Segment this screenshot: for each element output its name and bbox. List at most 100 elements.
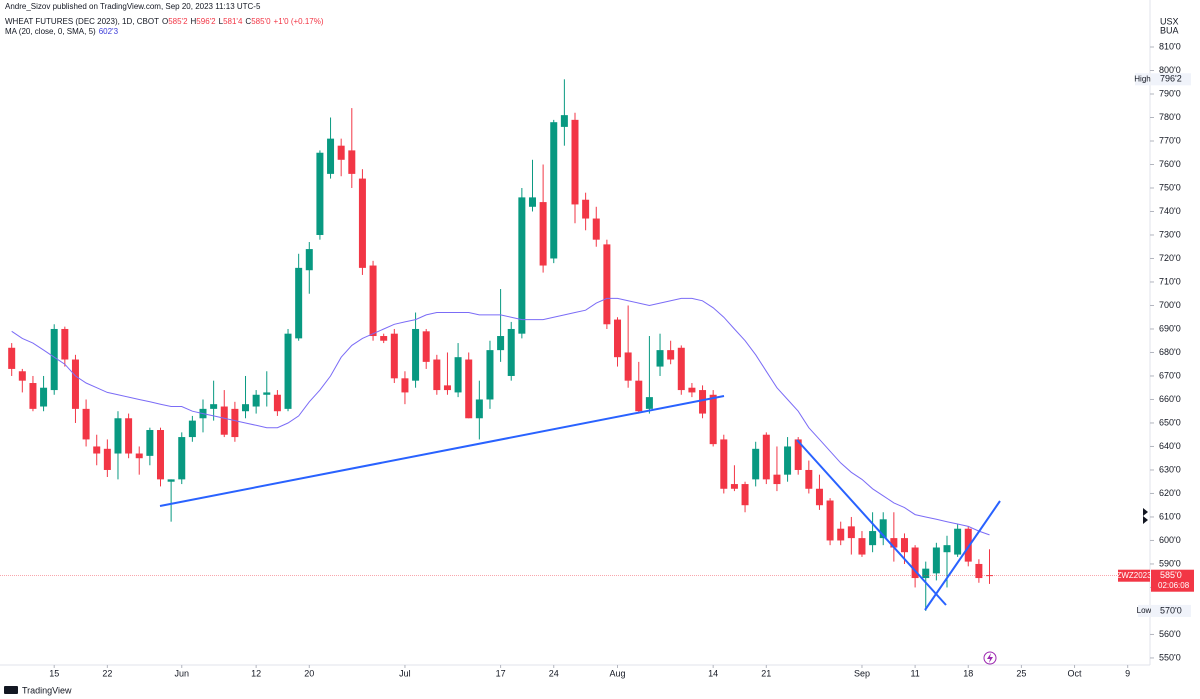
marker-tag	[1135, 73, 1150, 86]
candle-body	[8, 347, 16, 369]
candle-body	[528, 197, 536, 207]
candle-body	[815, 488, 823, 506]
candle-body	[709, 394, 717, 445]
candle-body	[167, 479, 175, 482]
field-key: L	[218, 17, 224, 26]
candle-body	[125, 418, 133, 454]
candle-body	[390, 333, 398, 379]
y-tick-label: 790'0	[1159, 88, 1181, 98]
candle-body	[784, 446, 792, 475]
arrow-marker	[1143, 508, 1148, 516]
x-tick-label: 12	[251, 668, 261, 678]
brand: TradingView	[4, 685, 72, 695]
marker-price: 570'0	[1160, 605, 1182, 615]
candle-body	[720, 439, 728, 489]
candle-body	[837, 528, 845, 541]
candle-body	[465, 359, 473, 419]
candle-body	[900, 538, 908, 553]
candle-body	[305, 249, 313, 271]
x-tick-label: 9	[1125, 668, 1130, 678]
field: L581'4	[219, 17, 243, 26]
x-tick-label: 17	[496, 668, 506, 678]
y-tick-label: 600'0	[1159, 535, 1181, 545]
currency-unit: BUA	[1160, 25, 1179, 35]
y-tick-label: 660'0	[1159, 394, 1181, 404]
brand-logo	[4, 686, 18, 694]
y-tick-label: 800'0	[1159, 65, 1181, 75]
y-tick-label: 680'0	[1159, 347, 1181, 357]
candle-body	[667, 350, 675, 360]
x-tick-label: Sep	[854, 668, 870, 678]
y-tick-label: 560'0	[1159, 629, 1181, 639]
candle-body	[433, 359, 441, 391]
legend: WHEAT FUTURES (DEC 2023), 1D, CBOT O585'…	[5, 17, 324, 26]
event-icon[interactable]	[983, 651, 997, 665]
marker-tag	[1138, 604, 1150, 617]
y-tick-label: 730'0	[1159, 229, 1181, 239]
y-tick-label: 550'0	[1159, 652, 1181, 662]
candle-body	[954, 528, 962, 555]
candle-body	[752, 448, 760, 480]
field-key: H	[190, 17, 197, 26]
candle-body	[156, 430, 164, 480]
candle-body	[550, 122, 558, 259]
arrow-marker	[1143, 516, 1148, 524]
candle-body	[890, 538, 898, 548]
candle-body	[135, 453, 143, 459]
x-tick-label: 18	[963, 668, 973, 678]
legend-title: WHEAT FUTURES (DEC 2023), 1D, CBOT	[5, 17, 159, 26]
x-tick-label: Jun	[174, 668, 189, 678]
drawings	[159, 395, 1148, 665]
x-tick-label: Aug	[610, 668, 626, 678]
y-tick-label: 620'0	[1159, 488, 1181, 498]
field-key: O	[161, 17, 169, 26]
candle-body	[82, 408, 90, 440]
field-value: 585'2	[168, 17, 188, 26]
candle-body	[93, 446, 101, 454]
y-tick-label: 810'0	[1159, 41, 1181, 51]
field: H596'2	[191, 17, 216, 26]
x-tick-label: 11	[910, 668, 919, 678]
price-tag	[1151, 569, 1194, 592]
candle-body	[273, 394, 281, 412]
candle-body	[624, 352, 632, 381]
y-tick-label: 690'0	[1159, 323, 1181, 333]
candle-body	[220, 406, 228, 435]
x-tick-label: 15	[49, 668, 59, 678]
candle-body	[284, 333, 292, 409]
candle-body	[454, 357, 462, 393]
x-tick-label: 25	[1016, 668, 1026, 678]
candle-body	[475, 399, 483, 419]
countdown-text: 02:06:08	[1158, 581, 1190, 590]
candle-body	[210, 404, 218, 409]
y-tick-label: 710'0	[1159, 276, 1181, 286]
candle-body	[252, 394, 260, 407]
marker-price-bg	[1151, 73, 1191, 86]
brand-name: TradingView	[22, 685, 72, 695]
candle-body	[677, 347, 685, 391]
y-tick-label: 740'0	[1159, 206, 1181, 216]
candle-body	[40, 387, 48, 407]
candle-body	[762, 434, 770, 480]
candle-body	[932, 547, 940, 574]
candle-body	[560, 115, 568, 127]
y-tick-label: 640'0	[1159, 441, 1181, 451]
candle-body	[295, 267, 303, 339]
candle-body	[656, 350, 664, 367]
candle-body	[805, 469, 813, 489]
candle-body	[50, 328, 58, 391]
marker-name: High	[1134, 74, 1150, 83]
candle-body	[922, 568, 930, 579]
trend-line	[924, 500, 1001, 611]
y-tick-label: 590'0	[1159, 558, 1181, 568]
y-tick-label: 770'0	[1159, 135, 1181, 145]
candle-body	[242, 404, 250, 412]
price-axis: 550'0560'0570'0580'0590'0600'0610'0620'0…	[49, 41, 1181, 678]
candle-body	[103, 448, 111, 470]
candle-body	[71, 359, 79, 409]
field-value: 596'2	[196, 17, 216, 26]
candle-body	[986, 575, 994, 577]
candle-body	[518, 197, 526, 334]
publisher-text: Andre_Sizov published on TradingView.com…	[5, 2, 261, 11]
candle-body	[146, 430, 154, 456]
